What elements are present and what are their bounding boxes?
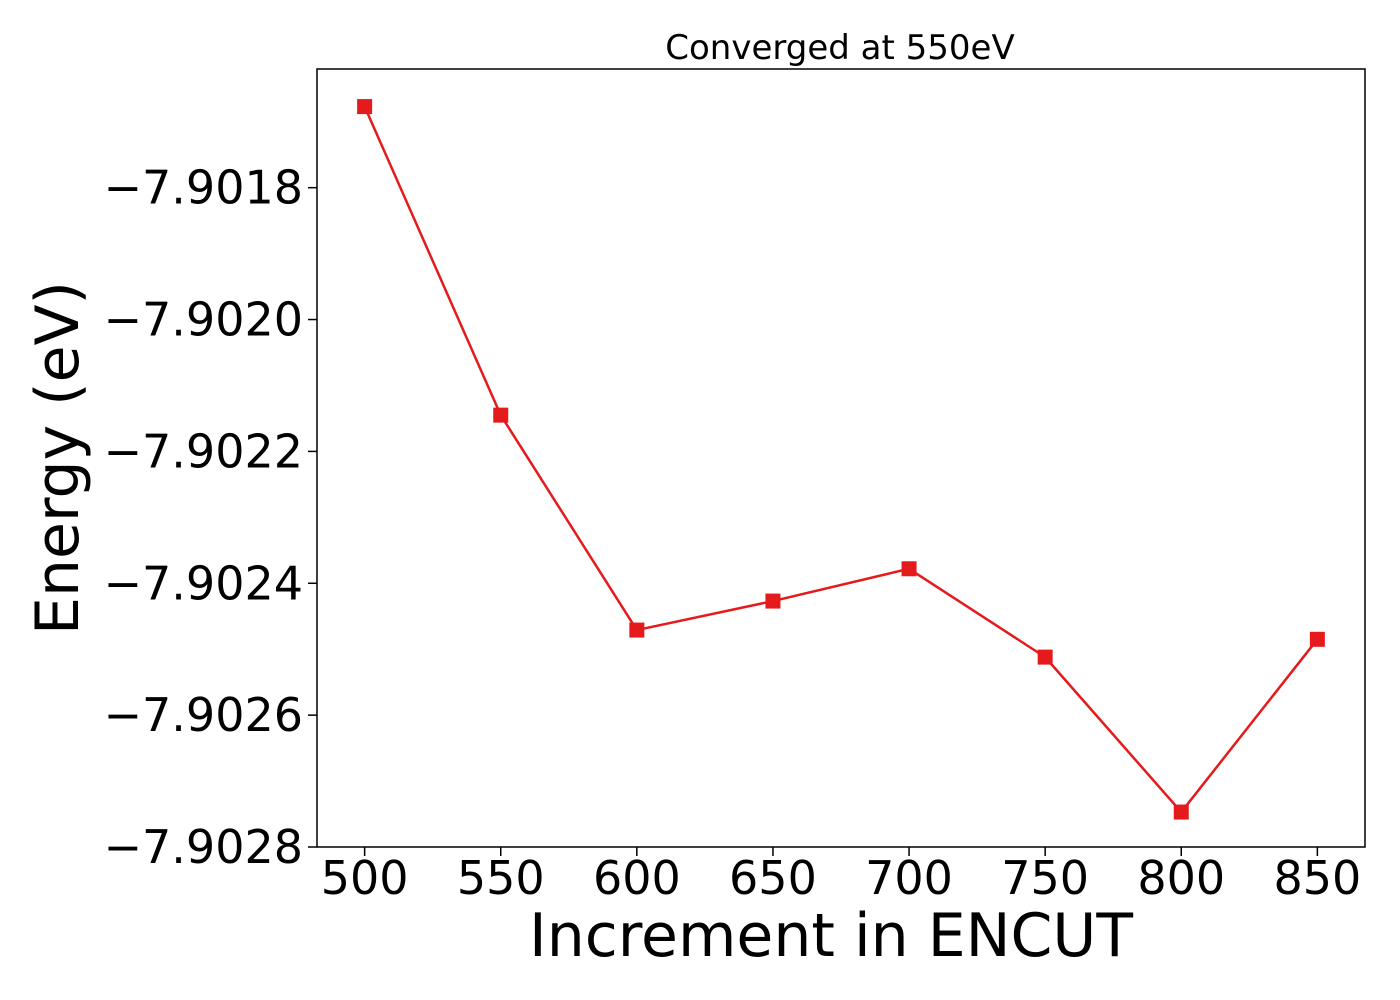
x-tick-label: 850: [1273, 851, 1361, 905]
data-point: [493, 407, 509, 423]
data-point: [1037, 649, 1053, 665]
x-axis: 500 550 600 650 700 750 800 850: [321, 847, 1361, 905]
plot-area: [316, 68, 1366, 848]
data-point: [1173, 804, 1189, 820]
y-axis-label: Energy (eV): [23, 281, 93, 635]
x-tick-label: 800: [1137, 851, 1225, 905]
x-tick-label: 600: [593, 851, 681, 905]
y-tick-label: −7.9018: [104, 161, 304, 215]
y-tick-label: −7.9022: [104, 424, 304, 478]
series-line: [363, 106, 1319, 814]
data-point: [901, 561, 917, 577]
y-tick-label: −7.9028: [104, 820, 304, 874]
x-tick-label: 650: [729, 851, 817, 905]
x-tick-label: 750: [1001, 851, 1089, 905]
data-point: [765, 593, 781, 609]
y-axis: −7.9018 −7.9020 −7.9022 −7.9024 −7.9026 −7.90…: [104, 161, 317, 874]
plot-frame: [316, 68, 1366, 848]
x-tick-label: 500: [321, 851, 409, 905]
x-tick-label: 700: [865, 851, 953, 905]
data-point: [629, 622, 645, 638]
x-axis-label: Increment in ENCUT: [529, 901, 1133, 971]
x-tick-label: 550: [457, 851, 545, 905]
chart-title: Converged at 550eV: [665, 28, 1014, 68]
data-point: [1309, 631, 1325, 647]
y-tick-label: −7.9026: [104, 688, 304, 742]
data-point: [357, 99, 373, 115]
y-tick-label: −7.9024: [104, 556, 304, 610]
y-tick-label: −7.9020: [104, 293, 304, 347]
series-layer: [357, 99, 1325, 820]
